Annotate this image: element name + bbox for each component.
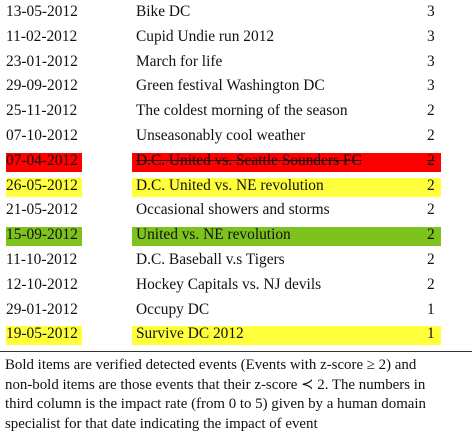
table-row: 12-10-2012 Hockey Capitals vs. NJ devils 2 — [6, 273, 466, 298]
event-cell: D.C. Baseball v.s Tigers — [136, 250, 285, 268]
table-row: 11-10-2012 D.C. Baseball v.s Tigers 2 — [6, 248, 466, 273]
event-cell: Occupy DC — [136, 300, 210, 318]
impact-rating-cell: 2 — [427, 226, 435, 244]
event-cell: Hockey Capitals vs. NJ devils — [136, 275, 322, 293]
date-cell: 07-10-2012 — [6, 126, 78, 144]
date-cell: 29-01-2012 — [6, 300, 78, 318]
date-highlight — [6, 152, 82, 172]
impact-rating-cell: 2 — [427, 102, 435, 120]
event-highlight — [132, 152, 441, 172]
table-row: 07-04-2012 D.C. United vs. Seattle Sounde… — [6, 149, 466, 174]
date-cell: 29-09-2012 — [6, 77, 78, 95]
date-cell: 23-01-2012 — [6, 52, 78, 70]
impact-rating-cell: 2 — [427, 250, 435, 268]
impact-rating-cell: 3 — [427, 3, 435, 20]
date-highlight — [6, 227, 82, 247]
impact-rating-cell: 1 — [427, 300, 435, 318]
table-caption: Bold items are verified detected events … — [5, 356, 467, 434]
date-cell: 12-10-2012 — [6, 275, 78, 293]
date-cell: 21-05-2012 — [6, 201, 78, 219]
table-row: 15-09-2012 United vs. NE revolution 2 — [6, 223, 466, 248]
date-cell: 15-09-2012 — [6, 226, 78, 244]
table-row: 07-10-2012 Unseasonably cool weather 2 — [6, 124, 466, 149]
event-cell: Cupid Undie run 2012 — [136, 27, 275, 45]
table-row: 21-05-2012 Occasional showers and storms 2 — [6, 198, 466, 223]
table-row: 13-05-2012 Bike DC 3 — [6, 0, 466, 25]
table-bottom-rule — [0, 351, 472, 352]
impact-rating-cell: 2 — [427, 275, 435, 293]
date-cell: 11-02-2012 — [6, 27, 78, 45]
impact-rating-cell: 3 — [427, 77, 435, 95]
date-cell: 19-05-2012 — [6, 325, 78, 343]
event-highlight — [132, 227, 441, 247]
impact-rating-cell: 3 — [427, 27, 435, 45]
date-cell: 07-04-2012 — [6, 151, 78, 169]
caption-line-3: third column is the impact rate (from 0 … — [5, 396, 426, 413]
caption-line-4: specialist for that date indicating the … — [5, 415, 318, 432]
impact-rating-cell: 2 — [427, 151, 435, 169]
date-cell: 13-05-2012 — [6, 3, 78, 20]
event-cell: D.C. United vs. NE revolution — [136, 176, 324, 194]
event-cell: Bike DC — [136, 3, 191, 20]
impact-rating-cell: 1 — [427, 325, 435, 343]
impact-rating-cell: 2 — [427, 176, 435, 194]
table-row: 19-05-2012 Survive DC 2012 1 — [6, 322, 466, 347]
events-table: 13-05-2012 Bike DC 3 11-02-2012 Cupid Undie … — [6, 0, 466, 347]
table-row: 29-01-2012 Occupy DC 1 — [6, 298, 466, 323]
table-row: 25-11-2012 The coldest morning of the sea… — [6, 99, 466, 124]
table-row: 29-09-2012 Green festival Washington DC 3 — [6, 74, 466, 99]
event-cell: Occasional showers and storms — [136, 201, 330, 219]
event-highlight — [132, 177, 441, 197]
date-highlight — [6, 177, 82, 197]
event-cell: Survive DC 2012 — [136, 325, 244, 343]
date-highlight — [6, 326, 82, 346]
event-cell: United vs. NE revolution — [136, 226, 291, 244]
table-row: 26-05-2012 D.C. United vs. NE revolution 2 — [6, 174, 466, 199]
impact-rating-cell: 3 — [427, 52, 435, 70]
table-row: 11-02-2012 Cupid Undie run 2012 3 — [6, 25, 466, 50]
event-highlight — [132, 326, 441, 346]
caption-line-2: non-bold items are those events that the… — [5, 376, 426, 393]
table-row: 23-01-2012 March for life 3 — [6, 50, 466, 75]
event-cell: The coldest morning of the season — [136, 102, 348, 120]
date-cell: 11-10-2012 — [6, 250, 78, 268]
event-cell: D.C. United vs. Seattle Sounders FC — [136, 151, 362, 169]
impact-rating-cell: 2 — [427, 201, 435, 219]
caption-line-1: Bold items are verified detected events … — [5, 357, 417, 373]
event-cell: Unseasonably cool weather — [136, 126, 306, 144]
event-cell: Green festival Washington DC — [136, 77, 325, 95]
event-cell: March for life — [136, 52, 223, 70]
impact-rating-cell: 2 — [427, 126, 435, 144]
date-cell: 26-05-2012 — [6, 176, 78, 194]
date-cell: 25-11-2012 — [6, 102, 78, 120]
